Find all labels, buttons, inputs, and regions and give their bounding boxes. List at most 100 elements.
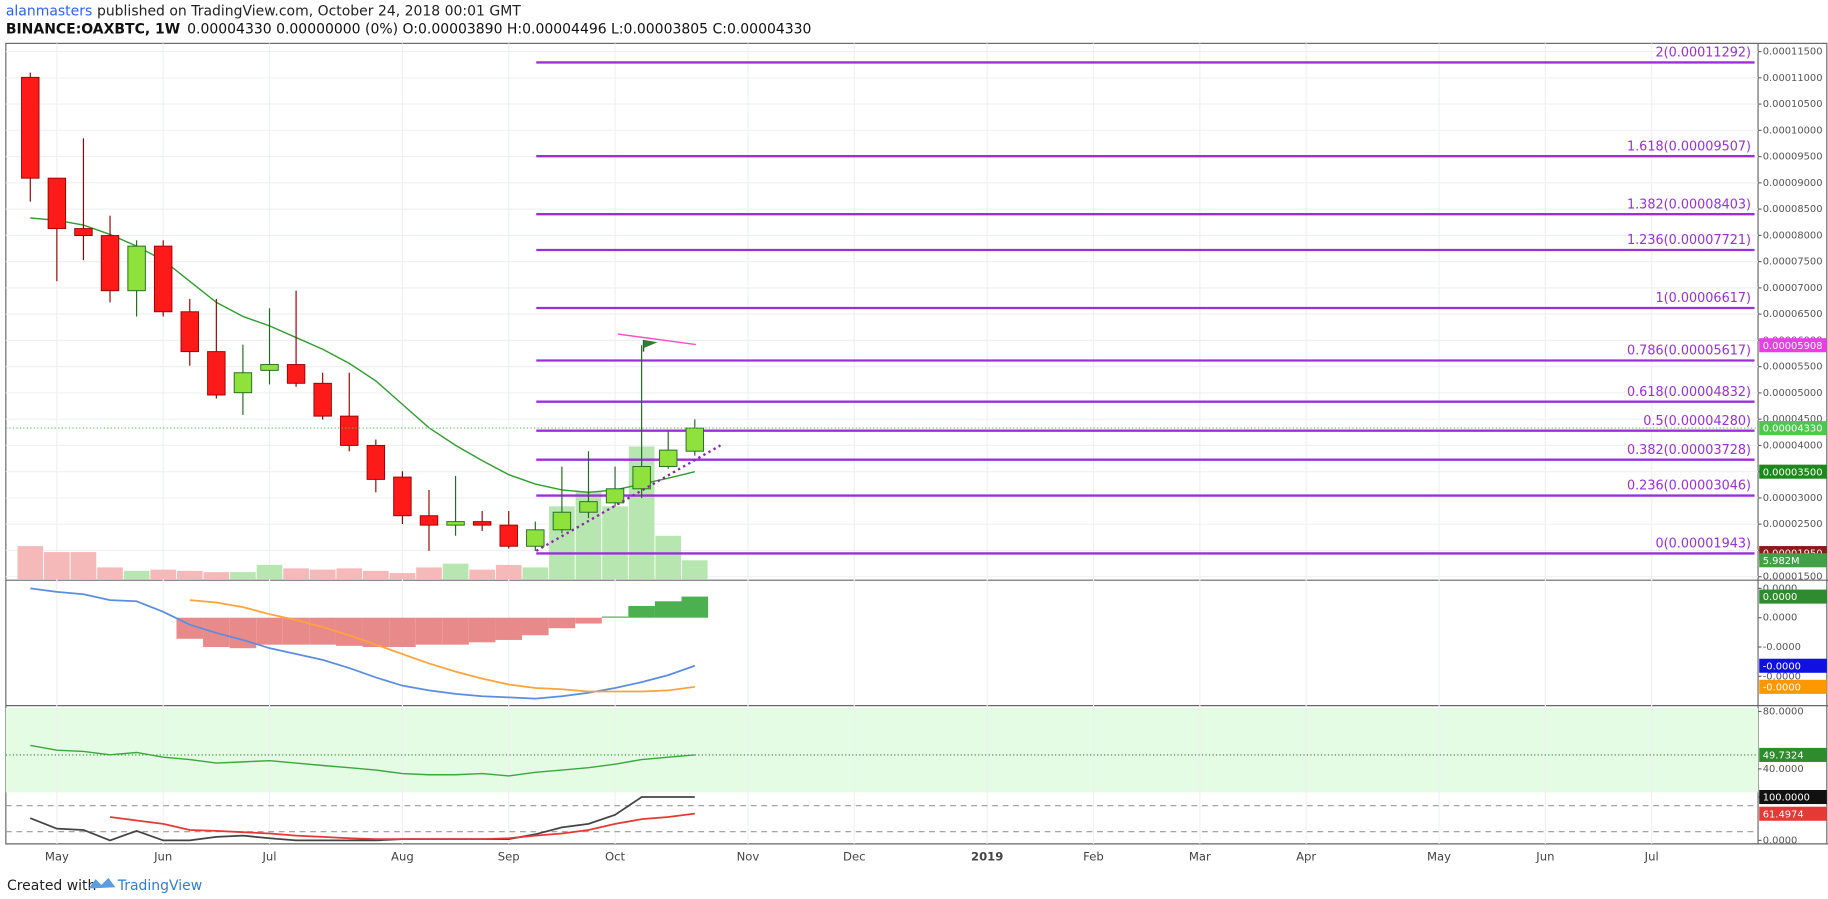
candle-body (21, 76, 40, 179)
rsi-line (30, 744, 695, 777)
x-tick-label: Apr (1296, 849, 1316, 863)
candle-body (127, 245, 146, 292)
macd-badge-label: 0.0000 (1763, 592, 1798, 603)
flag (643, 339, 658, 349)
y-tick-label: 0.00002500 (1763, 519, 1823, 530)
author[interactable]: alanmasters (6, 4, 92, 20)
candle-body (499, 524, 518, 547)
rsi-background (5, 707, 1759, 793)
fib-label: 0.5(0.00004280) (1643, 414, 1751, 429)
macd-badge-label: -0.0000 (1763, 682, 1801, 693)
symbol: BINANCE:OAXBTC, 1W (6, 21, 181, 37)
candle-body (260, 364, 279, 371)
x-tick-label: Mar (1189, 849, 1211, 863)
y-tick-label: 0.0000 (1763, 613, 1798, 624)
macd-histogram-bar (548, 617, 576, 629)
candle-body (47, 177, 67, 230)
volume-bar (17, 546, 44, 580)
x-tick-label: Oct (605, 849, 626, 863)
volume-bar (655, 535, 682, 580)
macd-histogram-bar (442, 617, 469, 645)
logo (88, 877, 116, 889)
candle-body (74, 228, 93, 237)
volume-bar (97, 567, 123, 580)
volume-bar (522, 567, 549, 580)
published: published on TradingView.com, October 24… (97, 4, 521, 20)
candle-body (659, 449, 678, 467)
x-tick-label: Jun (153, 849, 172, 863)
candle-body (632, 466, 651, 490)
rsi-badge-label: 49.7324 (1763, 750, 1804, 761)
stoch-badge (1759, 806, 1827, 821)
candle-body (685, 427, 705, 452)
candle-body (100, 235, 120, 292)
y-tick-label: -0.0000 (1763, 671, 1801, 682)
macd-histogram-bar (654, 601, 682, 618)
symbol-line: BINANCE:OAXBTC, 1W 0.00004330 0.00000000 … (6, 21, 812, 37)
candle-body (419, 515, 439, 526)
fib-label: 0.236(0.00003046) (1627, 479, 1751, 494)
macd-histogram-bar (176, 617, 204, 639)
macd-histogram-bar (628, 605, 655, 618)
macd-histogram-bar (362, 617, 390, 647)
y-tick-label: 0.00007000 (1763, 283, 1823, 294)
y-tick-label: 0.00005500 (1763, 362, 1823, 373)
macd-histogram-bar (601, 616, 629, 618)
volume-bar (389, 573, 416, 580)
macd-badge (1759, 658, 1827, 673)
fib-label: 1.236(0.00007721) (1627, 233, 1751, 248)
fib-label: 1.618(0.00009507) (1627, 139, 1751, 154)
candle-body (393, 476, 412, 517)
x-tick-label: 2019 (971, 849, 1003, 863)
fib-label: 0(0.00001943) (1655, 537, 1751, 552)
fib-label: 1.382(0.00008403) (1627, 197, 1751, 212)
macd-histogram-bar (575, 617, 602, 624)
volume-bar (602, 506, 628, 580)
x-tick-label: Nov (737, 849, 760, 863)
candle-body (233, 372, 253, 394)
plot-layer: May Jun Jul Aug Sep Oct Nov Dec 2019 Feb Mar Apr May… (5, 43, 1827, 863)
header-line: alanmasters published on TradingView.com,… (6, 4, 521, 20)
volume-badge-label: 5.982M (1763, 556, 1800, 567)
stoch-k-line (29, 796, 695, 842)
macd-histogram-bar (256, 617, 283, 645)
x-tick-label: Dec (843, 849, 866, 863)
volume-bar (150, 569, 177, 580)
y-tick-label: 0.00008000 (1763, 230, 1823, 241)
macd-badge (1759, 679, 1827, 694)
volume-bar (416, 567, 442, 580)
stoch-badge (1759, 789, 1827, 805)
candle-body (472, 521, 492, 526)
x-tick-label: Sep (498, 849, 520, 863)
macd-line (30, 587, 696, 700)
volume-bar (123, 570, 150, 580)
volume-bar (495, 564, 522, 580)
y-tick-label: 0.00003000 (1763, 493, 1823, 504)
volume-bar (44, 552, 70, 580)
stoch-badge-label: 100.0000 (1763, 793, 1810, 804)
macd-badge-label: -0.0000 (1763, 661, 1801, 672)
signal-line (189, 599, 695, 693)
trend-line (535, 444, 722, 552)
y-tick-label: 0.0000 (1763, 835, 1798, 846)
price-badge (1759, 421, 1827, 436)
fib-label: 1(0.00006617) (1655, 291, 1751, 306)
x-tick-label: May (45, 849, 69, 863)
fib-label: 2(0.00011292) (1655, 46, 1751, 61)
x-tick-label: Jul (1644, 849, 1659, 863)
y-tick-label: 0.00010500 (1763, 99, 1823, 110)
stoch-d-line (109, 812, 695, 840)
volume-bar (176, 570, 203, 580)
macd-histogram-bar (495, 617, 523, 640)
footer-brand[interactable]: TradingView (117, 878, 202, 894)
candle-body (366, 444, 386, 480)
price-badge (1759, 464, 1827, 479)
volume-badge (1759, 553, 1827, 568)
y-tick-label: 0.00008500 (1763, 204, 1823, 215)
macd-badge (1759, 589, 1827, 604)
x-tick-label: Jul (261, 849, 276, 863)
candle-body (286, 364, 306, 384)
candle-body (340, 415, 359, 446)
y-tick-label: 80.0000 (1763, 706, 1804, 717)
